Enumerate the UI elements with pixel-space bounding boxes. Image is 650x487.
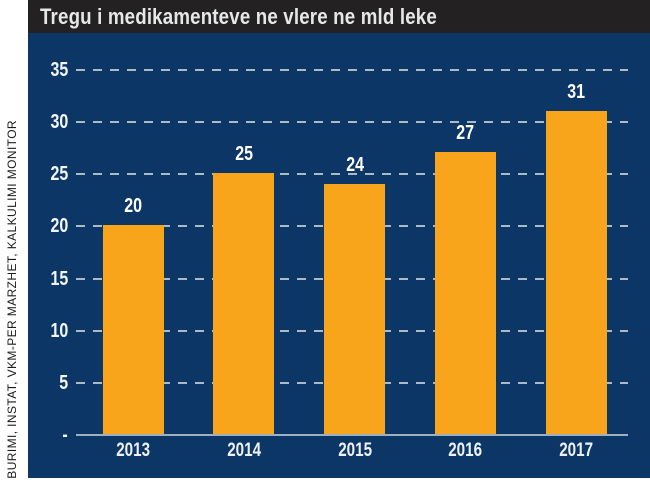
y-tick-label-10: 10 [34, 321, 68, 341]
y-tick-label-35: 35 [34, 60, 68, 80]
bar-value-text-2016: 27 [456, 122, 474, 144]
y-tick-text-0: - [62, 424, 68, 446]
bar-value-text-2013: 20 [124, 195, 142, 217]
bar-value-text-2014: 25 [235, 143, 253, 165]
y-tick-text-25: 25 [50, 163, 68, 185]
bar-value-text-2017: 31 [567, 81, 585, 103]
x-tick-text-2015: 2015 [338, 440, 372, 461]
x-tick-label-2016: 2016 [425, 441, 505, 461]
source-strip: BURIMI, INSTAT, VKM-PER MARZHET, KALKULI… [0, 0, 28, 487]
gridline-35 [76, 69, 628, 71]
bar-value-label-2014: 25 [204, 143, 284, 165]
y-tick-text-30: 30 [50, 111, 68, 133]
y-tick-label-0: - [34, 425, 68, 445]
y-tick-label-30: 30 [34, 112, 68, 132]
plot-area: 5 10 15 20 25 30 35 - 20 2013 25 2014 24 2015 27 2016 31… [28, 33, 650, 478]
bar-value-label-2013: 20 [93, 195, 173, 217]
chart-title: Tregu i medikamenteve ne vlere ne mld le… [40, 3, 437, 29]
y-tick-text-15: 15 [50, 268, 68, 290]
y-tick-label-15: 15 [34, 269, 68, 289]
bar-2017 [546, 111, 607, 434]
y-tick-label-20: 20 [34, 216, 68, 236]
bar-value-label-2015: 24 [315, 154, 395, 176]
bar-2015 [324, 184, 385, 434]
y-tick-label-25: 25 [34, 164, 68, 184]
y-tick-text-10: 10 [50, 320, 68, 342]
x-tick-text-2017: 2017 [559, 440, 593, 461]
x-tick-label-2017: 2017 [536, 441, 616, 461]
bar-2013 [103, 225, 164, 434]
x-tick-label-2014: 2014 [204, 441, 284, 461]
bar-2014 [213, 173, 274, 434]
x-tick-text-2014: 2014 [227, 440, 261, 461]
x-axis-line [76, 434, 628, 436]
x-tick-label-2015: 2015 [315, 441, 395, 461]
gridline-30 [76, 121, 628, 123]
bar-value-label-2017: 31 [536, 81, 616, 103]
y-tick-text-20: 20 [50, 215, 68, 237]
gridline-25 [76, 173, 628, 175]
source-note: BURIMI, INSTAT, VKM-PER MARZHET, KALKULI… [5, 120, 19, 479]
bar-value-label-2016: 27 [425, 122, 505, 144]
x-tick-text-2013: 2013 [116, 440, 150, 461]
bar-2016 [435, 152, 496, 434]
y-tick-text-35: 35 [50, 59, 68, 81]
x-tick-text-2016: 2016 [448, 440, 482, 461]
y-tick-label-5: 5 [34, 373, 68, 393]
chart-title-bar: Tregu i medikamenteve ne vlere ne mld le… [28, 0, 650, 33]
bar-value-text-2015: 24 [346, 154, 364, 176]
y-tick-text-5: 5 [59, 372, 68, 394]
x-tick-label-2013: 2013 [93, 441, 173, 461]
